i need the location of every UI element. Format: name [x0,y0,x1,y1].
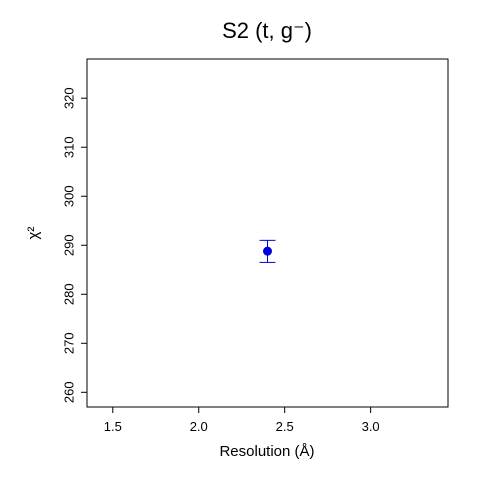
y-axis-label: χ² [25,227,42,240]
x-tick-label: 1.5 [104,419,122,434]
chart-title: S2 (t, g⁻) [222,18,312,43]
y-tick-label: 290 [61,234,76,256]
x-tick-label: 2.0 [190,419,208,434]
y-tick-label: 260 [61,381,76,403]
y-axis: 260 270 280 290 300 310 320 [61,87,87,403]
y-tick-label: 300 [61,185,76,207]
y-tick-label: 280 [61,283,76,305]
y-tick-label: 320 [61,87,76,109]
data-points [259,239,276,263]
y-tick-label: 270 [61,332,76,354]
x-tick-label: 2.5 [276,419,294,434]
x-tick-label: 3.0 [362,419,380,434]
plot-frame [86,58,449,408]
y-tick-label: 310 [61,136,76,158]
x-axis-label: Resolution (Å) [219,443,314,460]
x-axis: 1.5 2.0 2.5 3.0 [104,407,380,434]
data-point [263,246,272,256]
